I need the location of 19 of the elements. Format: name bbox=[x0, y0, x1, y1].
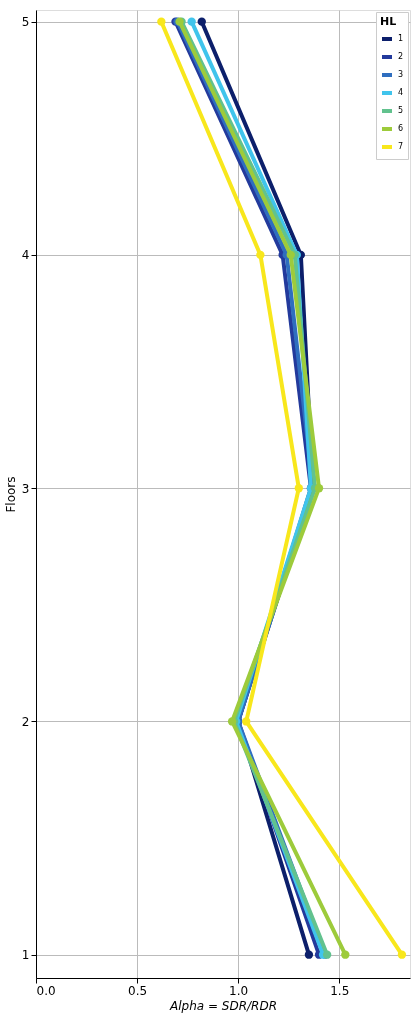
legend-label: 2 bbox=[398, 52, 404, 61]
x-tick-label: 0.5 bbox=[128, 983, 148, 998]
legend-label: 4 bbox=[398, 88, 404, 97]
y-tick-label: 1 bbox=[21, 948, 30, 963]
y-tick-label: 3 bbox=[21, 481, 30, 496]
y-tick-label: 5 bbox=[21, 15, 30, 30]
legend-label: 6 bbox=[398, 124, 404, 133]
x-tick-label: 0.0 bbox=[36, 983, 56, 998]
y-axis-title: Floors bbox=[3, 476, 18, 513]
legend-label: 3 bbox=[398, 70, 404, 79]
x-tick-label: 1.0 bbox=[229, 983, 249, 998]
y-tick-label: 4 bbox=[21, 248, 30, 263]
y-tick-label: 2 bbox=[21, 714, 30, 729]
x-axis-title: Alpha = SDR/RDR bbox=[169, 998, 277, 1013]
x-tick-label: 1.5 bbox=[330, 983, 350, 998]
legend-title: HL bbox=[380, 15, 397, 28]
legend-label: 5 bbox=[398, 106, 404, 115]
legend-label: 1 bbox=[398, 34, 404, 43]
legend-label: 7 bbox=[398, 142, 404, 151]
